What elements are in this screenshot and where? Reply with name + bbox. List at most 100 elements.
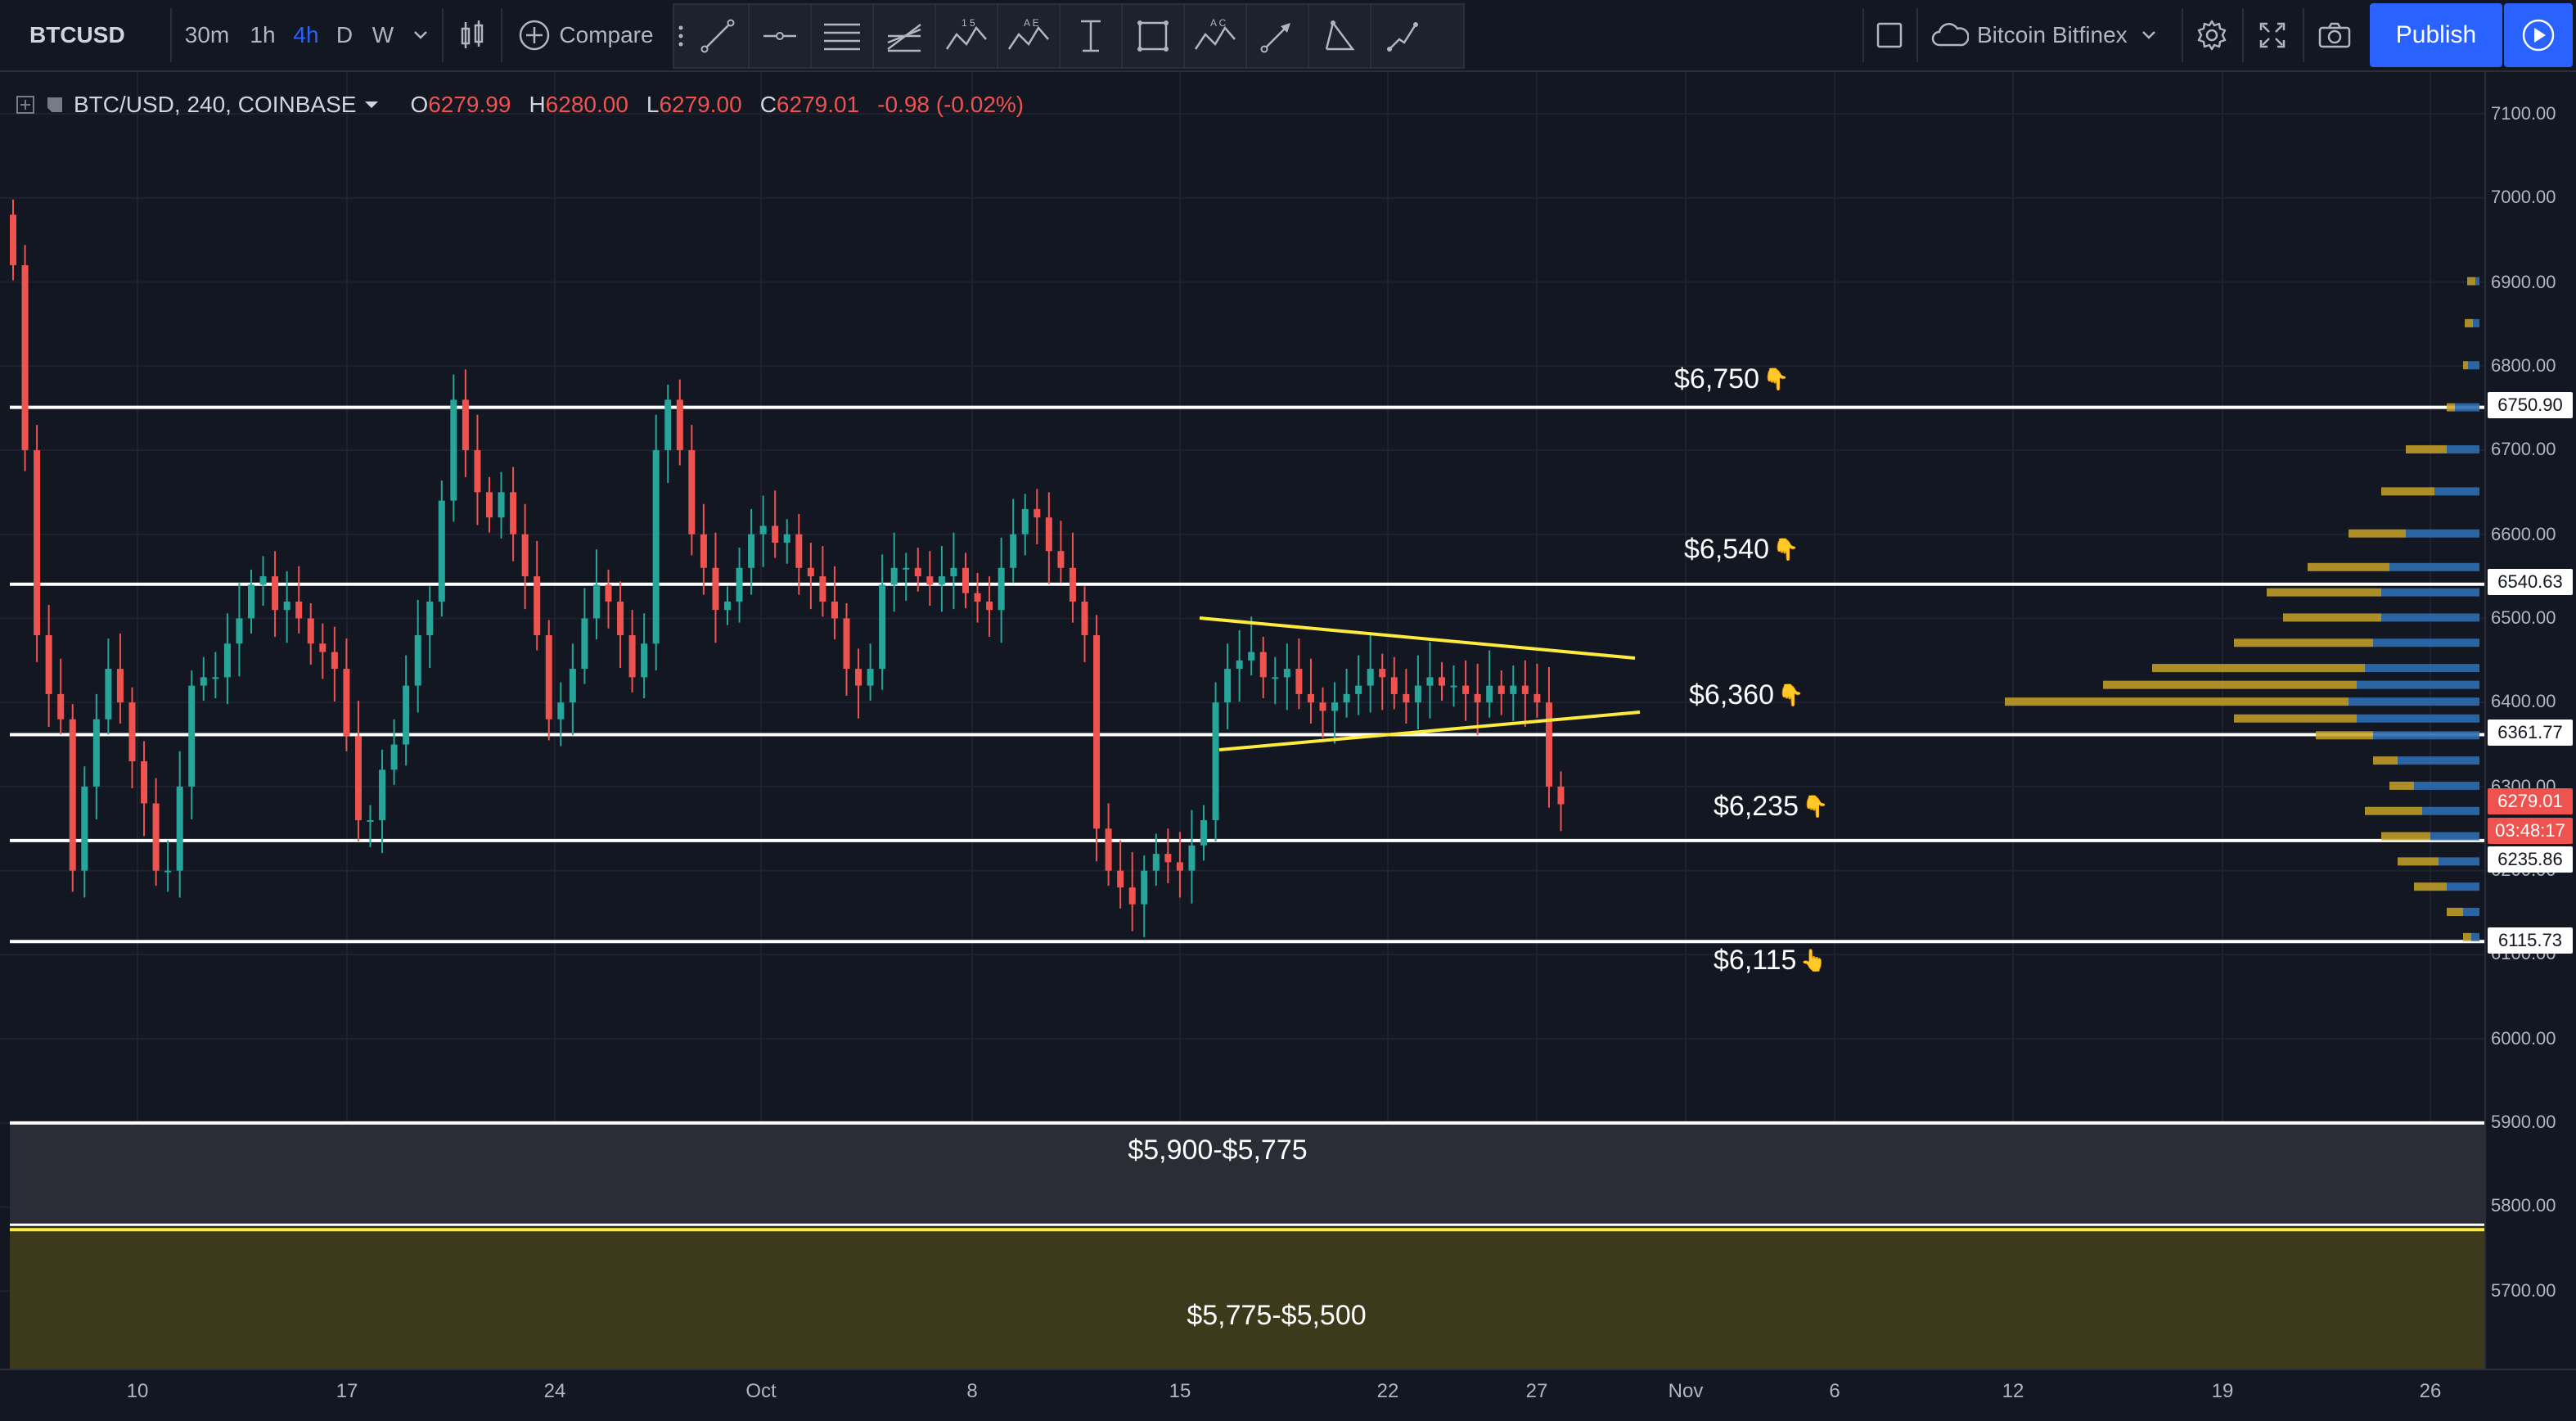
elliott-wave-tool[interactable]: A E: [998, 5, 1061, 67]
candle-body: [890, 567, 898, 585]
chart-type-button[interactable]: [450, 8, 494, 62]
candle-body: [1141, 870, 1148, 904]
volume-bar: [2267, 588, 2381, 597]
lower-trendline: [1218, 710, 1641, 751]
brush-tool[interactable]: [1371, 5, 1434, 67]
square-icon: [1876, 22, 1903, 48]
candle-body: [248, 584, 254, 619]
annotation-6235[interactable]: $6,235 👇: [1714, 791, 1829, 822]
expand-icon[interactable]: [16, 96, 34, 114]
time-tick: 17: [336, 1380, 358, 1402]
parallel-channel-tool[interactable]: [812, 5, 874, 67]
candle-body: [57, 693, 65, 720]
price-axis[interactable]: [2484, 72, 2576, 1369]
triangle-trendlines: [1199, 616, 1641, 751]
arrow-tool[interactable]: [1247, 5, 1309, 67]
candle-body: [1200, 820, 1207, 846]
horizontal-line-tool[interactable]: [750, 5, 812, 67]
zone-label-2[interactable]: $5,775-$5,500: [1187, 1300, 1367, 1331]
settings-button[interactable]: [2188, 8, 2236, 62]
pitchfork-tool[interactable]: [874, 5, 936, 67]
annotation-6115[interactable]: $6,115 👆: [1714, 945, 1826, 976]
drag-handle[interactable]: [674, 5, 687, 67]
candle-body: [1248, 652, 1255, 661]
candle-body: [1081, 601, 1088, 635]
volume-bar: [2389, 781, 2414, 790]
abcd-pattern-tool[interactable]: A C: [1185, 5, 1247, 67]
fullscreen-button[interactable]: [2249, 8, 2296, 62]
zone-label-1[interactable]: $5,900-$5,775: [1128, 1135, 1308, 1166]
candle-body: [1045, 517, 1052, 552]
caret-down-icon[interactable]: [363, 99, 381, 111]
time-tick: 8: [966, 1380, 978, 1402]
fib-fan-tool[interactable]: [1309, 5, 1371, 67]
candle-body: [843, 618, 850, 670]
chevron-down-icon: [2141, 31, 2155, 39]
candlesticks: [10, 199, 1565, 937]
candle-body: [1164, 854, 1172, 863]
rectangle-tool[interactable]: [1123, 5, 1185, 67]
annotation-6360[interactable]: $6,360 👇: [1689, 679, 1804, 710]
candle-body: [116, 669, 124, 703]
volume-bar: [2463, 361, 2468, 370]
legend-title[interactable]: BTC/USD, 240, COINBASE: [74, 92, 357, 117]
time-tick: 27: [1525, 1380, 1548, 1402]
interval-d[interactable]: D: [336, 22, 354, 47]
volume-bar: [2468, 361, 2479, 370]
candle-body: [1188, 845, 1196, 871]
candle-body: [1272, 677, 1279, 679]
interval-4h[interactable]: 4h: [293, 22, 319, 47]
price-tick: 6700.00: [2491, 439, 2556, 459]
volume-bar: [2308, 562, 2389, 571]
volume-bar: [2357, 714, 2479, 723]
rectangle-icon: [1137, 20, 1169, 52]
zone-5775-5500: [10, 1228, 2484, 1369]
price-tick: 6900.00: [2491, 272, 2556, 292]
candle-body: [223, 643, 231, 678]
volume-bar: [2475, 277, 2479, 286]
volume-bar: [2381, 588, 2479, 597]
candle-body: [164, 870, 172, 873]
annotation-6750[interactable]: $6,750 👇: [1674, 363, 1790, 395]
snapshot-button[interactable]: [2309, 8, 2360, 62]
volume-bar: [2467, 277, 2475, 286]
volume-bar: [2398, 756, 2479, 765]
candle-body: [331, 652, 338, 670]
volume-profile: [2005, 277, 2479, 941]
exchange-selector[interactable]: Bitcoin Bitfinex: [1923, 8, 2182, 62]
hand-pointing-down-icon: 👇: [1772, 537, 1799, 562]
time-axis[interactable]: [0, 1369, 2576, 1421]
candle-body: [1367, 669, 1374, 686]
time-tick: 12: [2002, 1380, 2024, 1402]
candle-body: [855, 669, 862, 686]
time-tick: 19: [2211, 1380, 2234, 1402]
flag-icon[interactable]: [47, 97, 62, 112]
interval-30m[interactable]: 30m: [184, 22, 230, 47]
annotation-6540[interactable]: $6,540 👇: [1684, 534, 1799, 565]
candle-body: [152, 803, 160, 871]
svg-text:A C: A C: [1210, 17, 1227, 29]
text-cursor-icon: [1081, 20, 1101, 52]
candle-body: [1521, 685, 1529, 694]
publish-menu-button[interactable]: [2504, 3, 2573, 67]
price-tick: 6000.00: [2491, 1028, 2556, 1049]
volume-bar: [2430, 832, 2479, 841]
candle-body: [200, 677, 207, 686]
candle-body: [736, 567, 743, 602]
fib-tool[interactable]: 1 5: [936, 5, 998, 67]
interval-w[interactable]: W: [372, 22, 394, 47]
candle-body: [1533, 693, 1541, 703]
candle-body: [879, 584, 886, 670]
trendline-tool[interactable]: [687, 5, 750, 67]
separator: [1862, 8, 1864, 62]
publish-button[interactable]: Publish: [2370, 3, 2502, 67]
candle-body: [986, 601, 993, 611]
interval-1h[interactable]: 1h: [250, 22, 276, 47]
candle-body: [592, 584, 600, 619]
text-tool[interactable]: [1061, 5, 1123, 67]
select-button[interactable]: [1869, 8, 1910, 62]
interval-dropdown[interactable]: [404, 8, 437, 62]
symbol-search[interactable]: BTCUSD: [29, 22, 125, 47]
price-chart[interactable]: [0, 72, 2484, 1369]
compare-button[interactable]: Compare: [511, 8, 661, 62]
